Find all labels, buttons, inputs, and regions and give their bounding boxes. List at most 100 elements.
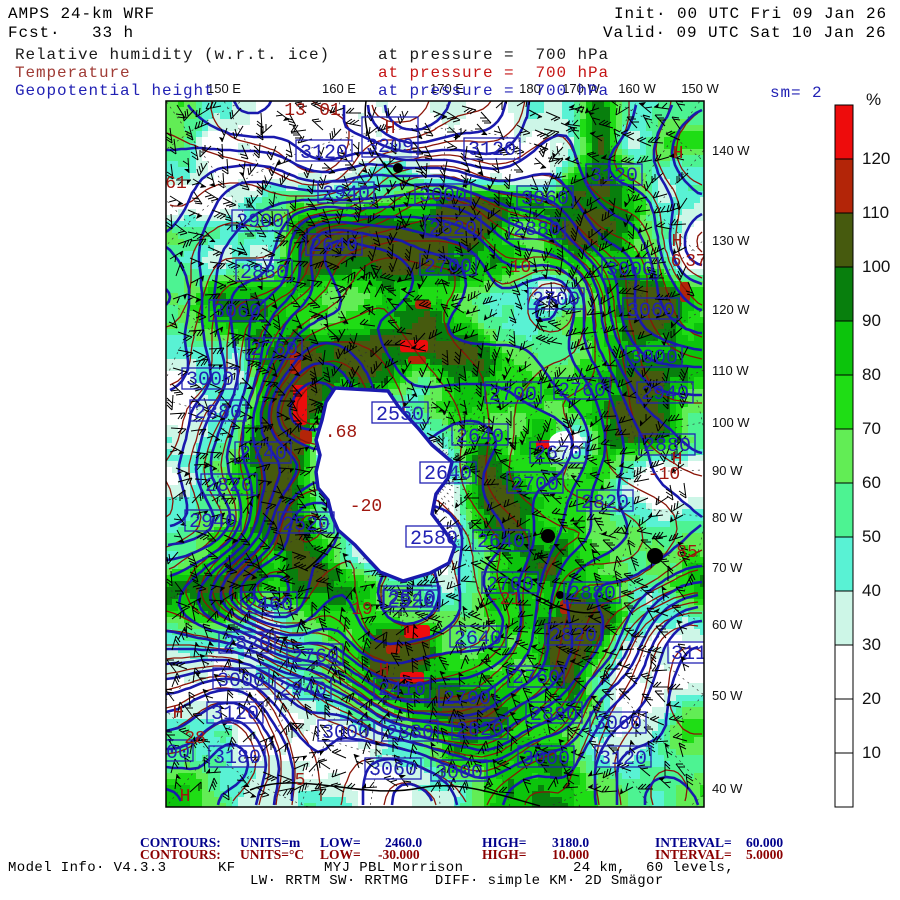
svg-text:30: 30	[862, 635, 881, 654]
svg-text:13: 13	[284, 101, 306, 121]
svg-text:50: 50	[862, 527, 881, 546]
svg-text:3120: 3120	[590, 165, 638, 188]
svg-text:2540: 2540	[388, 588, 436, 611]
svg-text:2700: 2700	[443, 688, 491, 711]
svg-text:2820: 2820	[549, 625, 597, 648]
svg-text:2820: 2820	[205, 475, 253, 498]
svg-text:3180: 3180	[213, 747, 261, 770]
svg-text:2410: 2410	[378, 679, 426, 702]
svg-text:000: 000	[154, 742, 190, 765]
svg-text:80 W: 80 W	[712, 510, 743, 525]
svg-text:85: 85	[676, 543, 698, 563]
svg-text:2640: 2640	[477, 531, 525, 554]
svg-text:90: 90	[862, 311, 881, 330]
svg-text:2760: 2760	[291, 646, 339, 669]
svg-text:3060: 3060	[521, 188, 569, 211]
svg-text:H: H	[379, 661, 390, 681]
svg-text:20: 20	[862, 689, 881, 708]
svg-text:2700: 2700	[489, 384, 537, 407]
svg-text:70 W: 70 W	[712, 560, 743, 575]
svg-text:90 W: 90 W	[712, 463, 743, 478]
svg-text:80: 80	[862, 365, 881, 384]
svg-text:10: 10	[862, 743, 881, 762]
svg-text:3000: 3000	[322, 722, 370, 745]
svg-text:3000: 3000	[186, 369, 234, 392]
svg-text:2760: 2760	[250, 339, 298, 362]
svg-text:2940: 2940	[189, 511, 237, 534]
svg-text:19: 19	[351, 600, 373, 620]
svg-text:311: 311	[671, 643, 707, 666]
svg-text:2940: 2940	[279, 679, 327, 702]
svg-text:2460: 2460	[245, 594, 293, 617]
svg-text:3000: 3000	[435, 762, 483, 785]
svg-text:160 W: 160 W	[618, 81, 656, 96]
svg-text:2670: 2670	[534, 443, 582, 466]
svg-text:120: 120	[862, 149, 890, 168]
svg-text:2880: 2880	[194, 402, 242, 425]
svg-text:110: 110	[862, 203, 889, 222]
svg-text:2700: 2700	[511, 474, 559, 497]
svg-text:H: H	[672, 232, 683, 252]
svg-text:3000: 3000	[522, 748, 570, 771]
svg-text:2700: 2700	[424, 256, 472, 279]
svg-text:2520: 2520	[387, 591, 435, 614]
svg-text:3120: 3120	[468, 139, 516, 162]
svg-text:2520: 2520	[282, 514, 330, 537]
svg-text:3060: 3060	[369, 759, 417, 782]
svg-text:2900: 2900	[236, 211, 284, 234]
svg-text:-10: -10	[648, 465, 680, 485]
svg-text:2640: 2640	[456, 426, 504, 449]
svg-text:H: H	[385, 119, 396, 139]
svg-text:180: 180	[519, 81, 541, 96]
svg-text:50 W: 50 W	[712, 688, 743, 703]
svg-text:2940: 2940	[641, 383, 689, 406]
svg-text:160 E: 160 E	[322, 81, 356, 96]
svg-text:2880: 2880	[240, 262, 288, 285]
svg-text:3000: 3000	[630, 347, 678, 370]
svg-text:3120: 3120	[599, 748, 647, 771]
svg-text:2880: 2880	[386, 722, 434, 745]
svg-text:130 W: 130 W	[712, 233, 750, 248]
svg-text:100 W: 100 W	[712, 415, 750, 430]
svg-text:-20: -20	[350, 497, 382, 517]
svg-text:2880: 2880	[513, 219, 561, 242]
svg-text:01: 01	[319, 101, 341, 121]
svg-text:3120: 3120	[211, 703, 259, 726]
svg-text:H: H	[673, 144, 684, 164]
svg-text:170 W: 170 W	[562, 81, 600, 96]
svg-text:60: 60	[862, 473, 881, 492]
svg-text:3209: 3209	[366, 136, 414, 159]
svg-text:60 W: 60 W	[712, 617, 743, 632]
svg-text:2580: 2580	[410, 528, 458, 551]
svg-text:3120: 3120	[300, 142, 348, 165]
svg-text:2640: 2640	[454, 628, 502, 651]
svg-text:2880: 2880	[568, 583, 616, 606]
svg-text:2820: 2820	[429, 218, 477, 241]
svg-text:-10: -10	[499, 258, 531, 278]
svg-text:120 W: 120 W	[712, 302, 750, 317]
svg-text:2550: 2550	[376, 404, 424, 427]
svg-text:140 W: 140 W	[712, 143, 750, 158]
svg-text:110 W: 110 W	[712, 363, 749, 378]
svg-text:2640: 2640	[310, 235, 358, 258]
svg-text:H: H	[173, 704, 184, 724]
svg-text:37: 37	[685, 252, 707, 272]
svg-text:2640: 2640	[424, 463, 472, 486]
svg-text:2740: 2740	[239, 443, 287, 466]
svg-text:2760: 2760	[558, 380, 606, 403]
svg-text:150 E: 150 E	[207, 81, 241, 96]
svg-text:2760: 2760	[512, 667, 560, 690]
svg-text:2820: 2820	[581, 492, 629, 515]
svg-text:3060: 3060	[594, 713, 642, 736]
svg-text:100: 100	[862, 257, 890, 276]
svg-text:%: %	[866, 90, 881, 109]
svg-text:40 W: 40 W	[712, 781, 743, 796]
svg-text:2880: 2880	[530, 704, 578, 727]
svg-text:2700: 2700	[532, 289, 580, 312]
svg-text:2820: 2820	[456, 719, 504, 742]
svg-text:2940: 2940	[322, 183, 370, 206]
svg-text:3000: 3000	[217, 670, 265, 693]
svg-text:-21: -21	[489, 590, 521, 610]
svg-text:3060: 3060	[627, 300, 675, 323]
svg-text:70: 70	[862, 419, 881, 438]
